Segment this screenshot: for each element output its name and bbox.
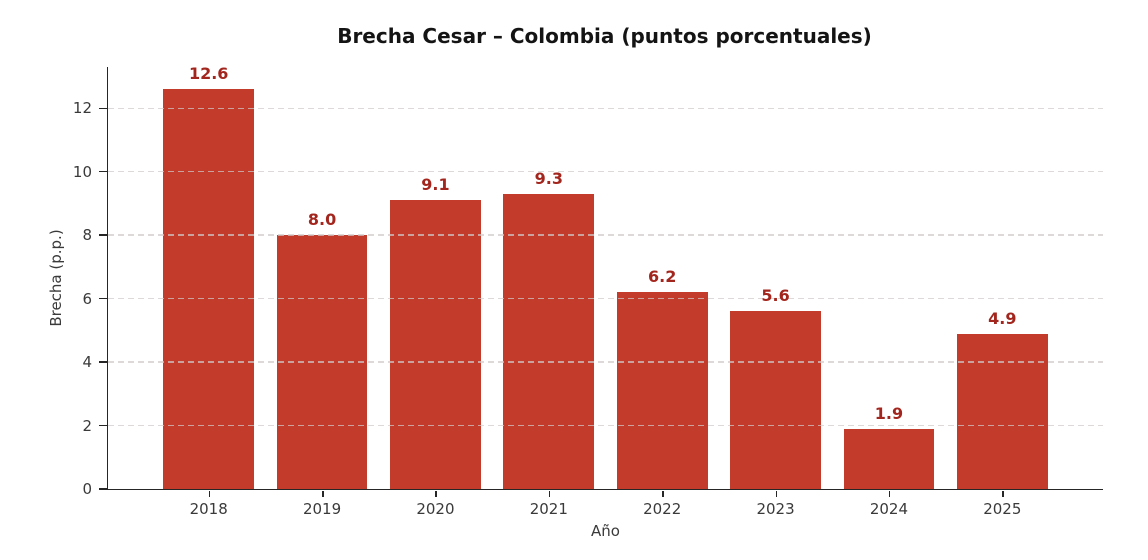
x-tick-mark — [1002, 490, 1004, 497]
x-tick-label: 2025 — [983, 500, 1022, 518]
x-tick-label: 2020 — [416, 500, 455, 518]
x-tick-label: 2018 — [189, 500, 228, 518]
x-tick-mark — [775, 490, 778, 497]
x-tick-label: 2023 — [756, 500, 795, 518]
bar-value-label: 9.1 — [421, 175, 450, 195]
bar-2018 — [163, 89, 255, 489]
bars-container: 12.6 2018 8.0 2019 9.1 2020 9.3 2021 6.2 2022 5.6 2… — [108, 64, 1103, 518]
x-tick-mark — [208, 490, 211, 497]
y-tick-label: 4 — [82, 353, 92, 372]
y-tick-mark — [99, 424, 107, 427]
x-tick-label: 2024 — [869, 500, 909, 518]
y-tick-mark — [99, 234, 107, 236]
bar-2025 — [956, 333, 1048, 489]
bar-slot-2018: 12.6 2018 — [152, 64, 265, 518]
bar-value-label: 6.2 — [648, 267, 677, 287]
y-tick-mark — [99, 488, 107, 490]
bar-2023 — [730, 311, 821, 489]
y-tick-mark — [99, 170, 107, 173]
bar-slot-2022: 6.2 2022 — [606, 67, 719, 518]
bar-slot-2025: 4.9 2025 — [946, 67, 1059, 518]
bar-value-label: 12.6 — [188, 64, 229, 84]
bar-2021 — [503, 193, 595, 489]
bar-2019 — [276, 235, 368, 489]
plot-area: 12.6 2018 8.0 2019 9.1 2020 9.3 2021 6.2 2022 5.6 2… — [47, 64, 1103, 540]
x-tick-label: 2021 — [529, 500, 568, 518]
x-tick-mark — [662, 490, 664, 497]
x-axis-label: Año — [591, 522, 620, 540]
chart-title: Brecha Cesar – Colombia (puntos porcentu… — [337, 24, 872, 48]
bar-slot-2021: 9.3 2021 — [492, 67, 605, 518]
y-tick-label: 6 — [82, 289, 92, 308]
y-tick-label: 12 — [72, 99, 92, 118]
bar-value-label: 9.3 — [534, 168, 563, 188]
bar-value-label: 4.9 — [988, 308, 1017, 328]
x-tick-label: 2022 — [643, 500, 682, 518]
y-tick-label: 10 — [72, 162, 92, 181]
x-tick-mark — [888, 490, 891, 497]
bar-2022 — [616, 292, 708, 489]
x-tick-label: 2019 — [302, 500, 342, 518]
y-tick-mark — [99, 297, 107, 300]
bar-slot-2024: 1.9 2024 — [832, 67, 945, 518]
y-tick-label: 0 — [82, 480, 92, 498]
bar-value-label: 5.6 — [761, 286, 790, 306]
bar-value-label: 1.9 — [874, 403, 904, 423]
y-tick-label: 2 — [82, 416, 92, 435]
y-tick-label: 8 — [82, 226, 92, 245]
y-tick-mark — [99, 107, 107, 109]
x-tick-mark — [322, 490, 324, 497]
x-tick-mark — [548, 490, 551, 497]
y-tick-mark — [99, 361, 107, 363]
bar-slot-2019: 8.0 2019 — [265, 67, 378, 518]
bar-2020 — [390, 200, 481, 489]
bar-value-label: 8.0 — [307, 210, 337, 230]
x-tick-mark — [435, 490, 437, 497]
bar-2024 — [843, 428, 935, 489]
bar-slot-2023: 5.6 2023 — [719, 67, 832, 518]
bar-slot-2020: 9.1 2020 — [379, 67, 492, 518]
